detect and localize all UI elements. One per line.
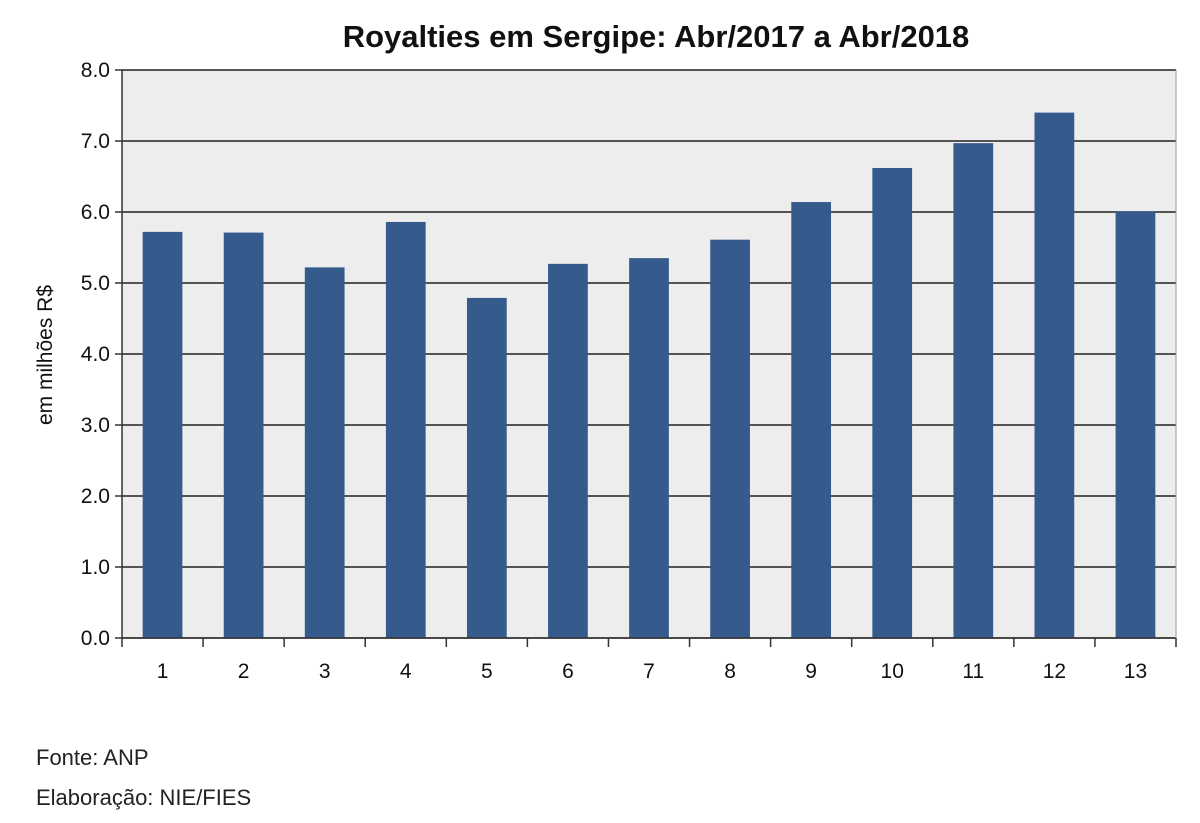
chart-notes: Fonte: ANP Elaboração: NIE/FIES	[36, 738, 251, 818]
x-tick-label: 6	[562, 660, 574, 683]
bar	[791, 202, 832, 638]
bar	[385, 221, 426, 638]
x-tick-label: 4	[400, 660, 412, 683]
x-tick-label: 12	[1043, 660, 1066, 683]
source-note: Fonte: ANP	[36, 745, 149, 770]
x-tick-label: 2	[238, 660, 250, 683]
x-tick-label: 7	[643, 660, 655, 683]
bar-chart: Royalties em Sergipe: Abr/2017 a Abr/201…	[34, 19, 1177, 683]
x-tick-label: 3	[319, 660, 331, 683]
bar	[548, 263, 588, 638]
credit-note: Elaboração: NIE/FIES	[36, 785, 252, 810]
x-tick-label: 5	[481, 660, 493, 683]
y-tick-labels: 0.0 1.0 2.0 3.0 4.0 5.0 6.0 7.0 8.0	[81, 59, 122, 650]
y-tick-label: 3.0	[81, 414, 110, 437]
y-tick-label: 4.0	[81, 343, 110, 366]
y-tick-label: 7.0	[81, 130, 110, 153]
y-tick-label: 0.0	[81, 627, 110, 650]
x-tick-label: 13	[1124, 660, 1147, 683]
x-tick-label: 11	[962, 660, 984, 683]
y-axis-label: em milhões R$	[34, 285, 57, 425]
bar	[953, 143, 994, 638]
y-tick-label: 2.0	[81, 485, 110, 508]
bars	[142, 112, 1156, 639]
bar	[629, 258, 669, 638]
bar	[710, 239, 750, 638]
x-tick-label: 1	[157, 660, 169, 683]
x-tick-label: 10	[881, 660, 904, 683]
x-tick-label: 9	[805, 660, 817, 683]
bar	[872, 167, 913, 639]
x-tick-label: 8	[724, 660, 736, 683]
y-tick-label: 1.0	[81, 556, 110, 579]
bar	[1115, 211, 1156, 639]
bar	[223, 232, 264, 638]
bar	[304, 267, 345, 638]
y-tick-label: 5.0	[81, 272, 110, 295]
y-tick-label: 6.0	[81, 201, 110, 224]
y-tick-label: 8.0	[81, 59, 110, 82]
x-tick-labels: 1 2 3 4 5 6 7 8 9 10 11 12 13	[121, 638, 1177, 683]
bar	[1034, 112, 1075, 639]
bar	[466, 297, 507, 638]
bar	[142, 231, 183, 638]
chart-title: Royalties em Sergipe: Abr/2017 a Abr/201…	[343, 19, 970, 54]
